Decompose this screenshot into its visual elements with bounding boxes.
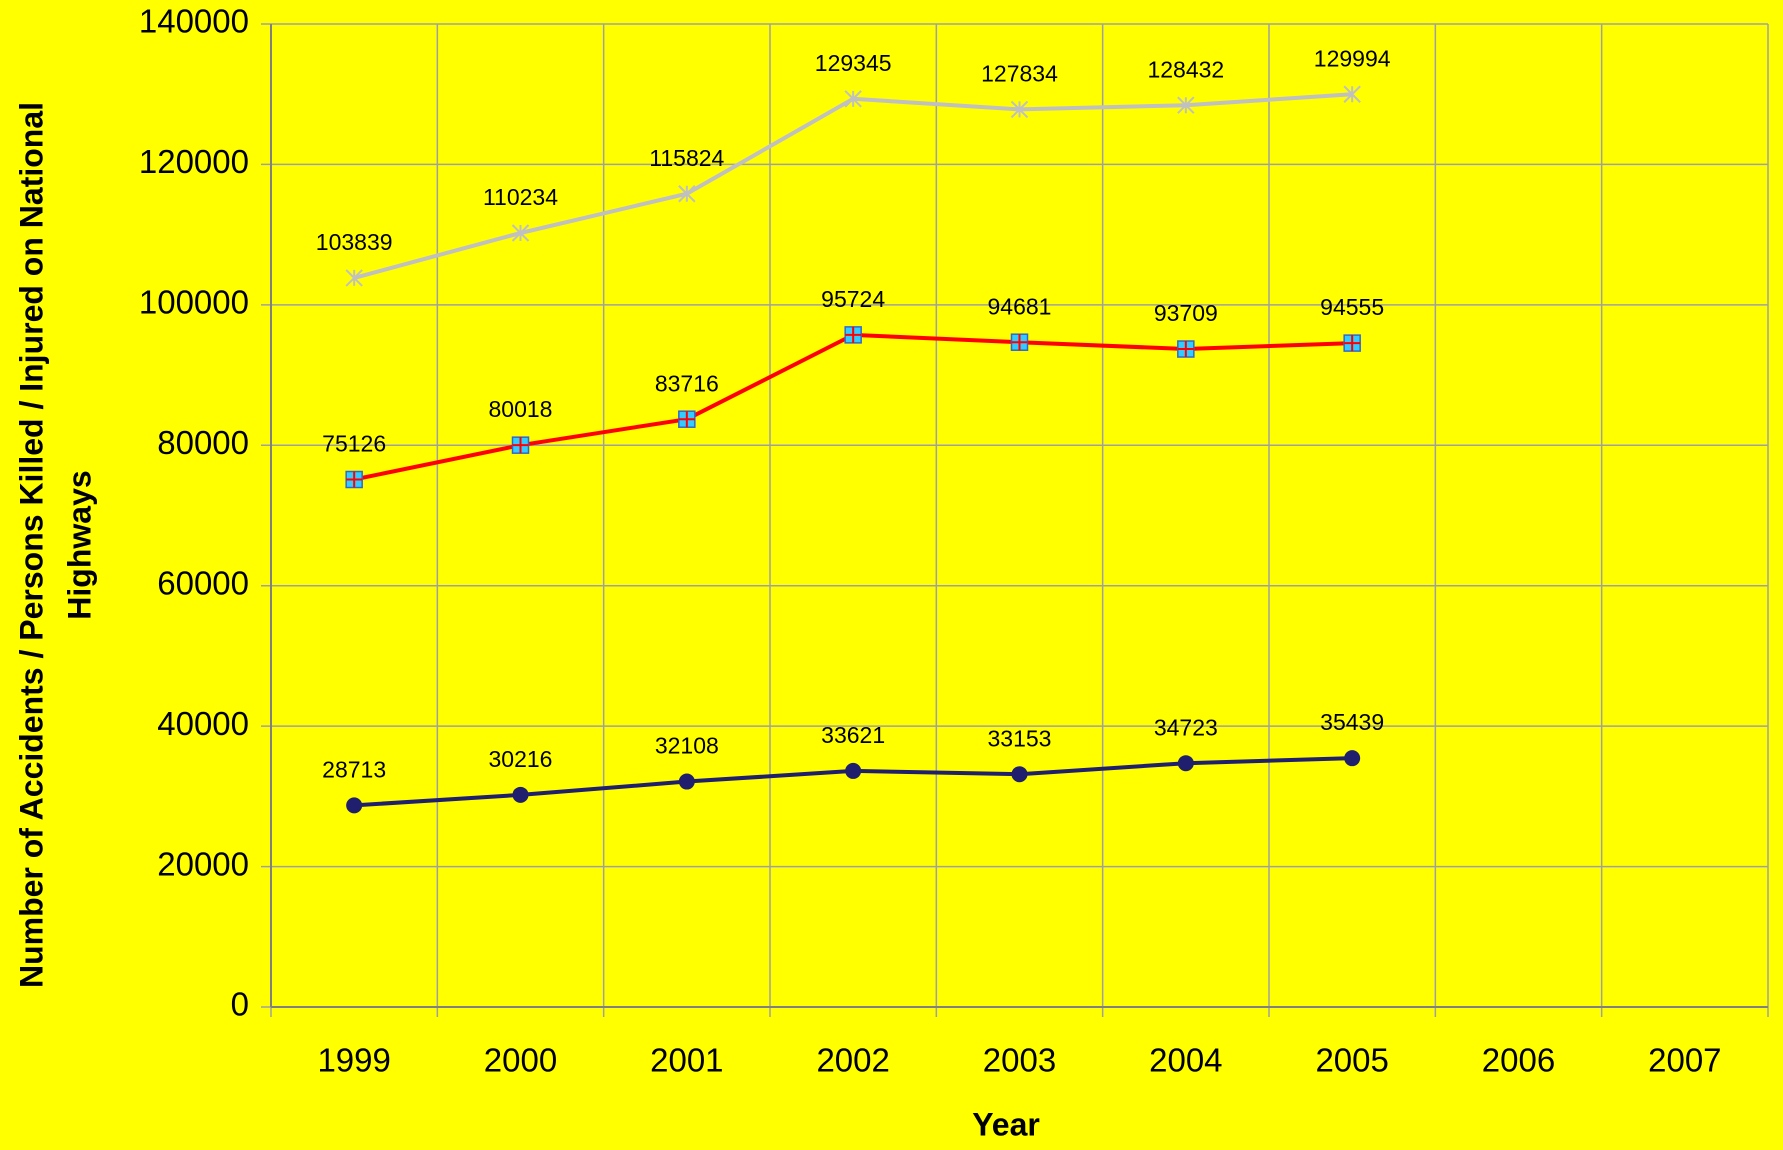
data-label: 28713 — [322, 756, 386, 782]
point — [1010, 100, 1029, 119]
y-tick-label: 140000 — [139, 3, 249, 40]
data-label: 103839 — [316, 229, 393, 255]
x-tick-label: 2004 — [1149, 1042, 1222, 1079]
point — [678, 185, 696, 203]
x-tick-label: 2000 — [484, 1042, 557, 1079]
data-label: 34723 — [1154, 714, 1218, 740]
y-axis-title: Number of Accidents / Persons Killed / I… — [13, 102, 49, 988]
point — [512, 786, 529, 803]
data-label: 110234 — [483, 184, 558, 210]
point — [678, 410, 696, 428]
data-label: 75126 — [322, 431, 386, 457]
point — [1343, 334, 1361, 352]
y-tick-label: 120000 — [139, 143, 249, 180]
data-label: 32108 — [655, 733, 719, 759]
point — [1343, 85, 1361, 103]
x-tick-label: 2001 — [650, 1042, 723, 1079]
point — [1011, 766, 1028, 783]
data-label: 95724 — [821, 286, 885, 312]
x-tick-label: 2006 — [1482, 1042, 1555, 1079]
marker-part — [1177, 341, 1194, 358]
data-label: 35439 — [1320, 709, 1384, 735]
data-label: 33153 — [988, 725, 1052, 751]
y-tick-label: 0 — [231, 986, 249, 1023]
data-label: 129994 — [1314, 45, 1391, 71]
point — [511, 436, 530, 454]
data-label: 33621 — [821, 722, 885, 748]
data-label: 128432 — [1147, 56, 1224, 82]
x-tick-label: 2007 — [1648, 1042, 1721, 1079]
point — [845, 762, 862, 779]
point — [1344, 750, 1361, 767]
point — [1177, 96, 1195, 114]
x-tick-label: 2005 — [1315, 1042, 1388, 1079]
marker-part — [1011, 334, 1028, 351]
data-label: 93709 — [1154, 300, 1218, 326]
y-tick-label: 20000 — [157, 845, 249, 882]
point — [346, 797, 363, 814]
data-label: 83716 — [655, 370, 719, 396]
point — [844, 90, 862, 108]
point — [1177, 755, 1194, 772]
y-tick-label: 60000 — [157, 564, 249, 601]
point — [345, 470, 363, 489]
x-axis-title: Year — [972, 1106, 1040, 1142]
data-label: 94555 — [1320, 294, 1384, 320]
marker-part — [1344, 335, 1361, 352]
marker-part — [346, 471, 363, 488]
marker-part — [512, 437, 529, 454]
point — [1177, 340, 1195, 358]
marker-part — [678, 411, 695, 428]
data-label: 129345 — [815, 50, 892, 76]
data-label: 115824 — [649, 145, 724, 171]
point — [511, 224, 530, 242]
data-label: 80018 — [489, 396, 553, 422]
point — [345, 269, 363, 287]
data-label: 127834 — [981, 61, 1058, 87]
point — [678, 773, 695, 790]
data-label: 30216 — [489, 746, 553, 772]
y-tick-label: 80000 — [157, 424, 249, 461]
x-tick-label: 1999 — [317, 1042, 390, 1079]
point — [1010, 333, 1029, 351]
x-tick-label: 2002 — [816, 1042, 889, 1079]
y-tick-label: 40000 — [157, 705, 249, 742]
data-label: 94681 — [988, 293, 1052, 319]
point — [844, 326, 862, 344]
marker-part — [845, 326, 862, 343]
x-tick-label: 2003 — [983, 1042, 1056, 1079]
y-axis-title: Highways — [61, 470, 97, 619]
y-tick-label: 100000 — [139, 284, 249, 321]
